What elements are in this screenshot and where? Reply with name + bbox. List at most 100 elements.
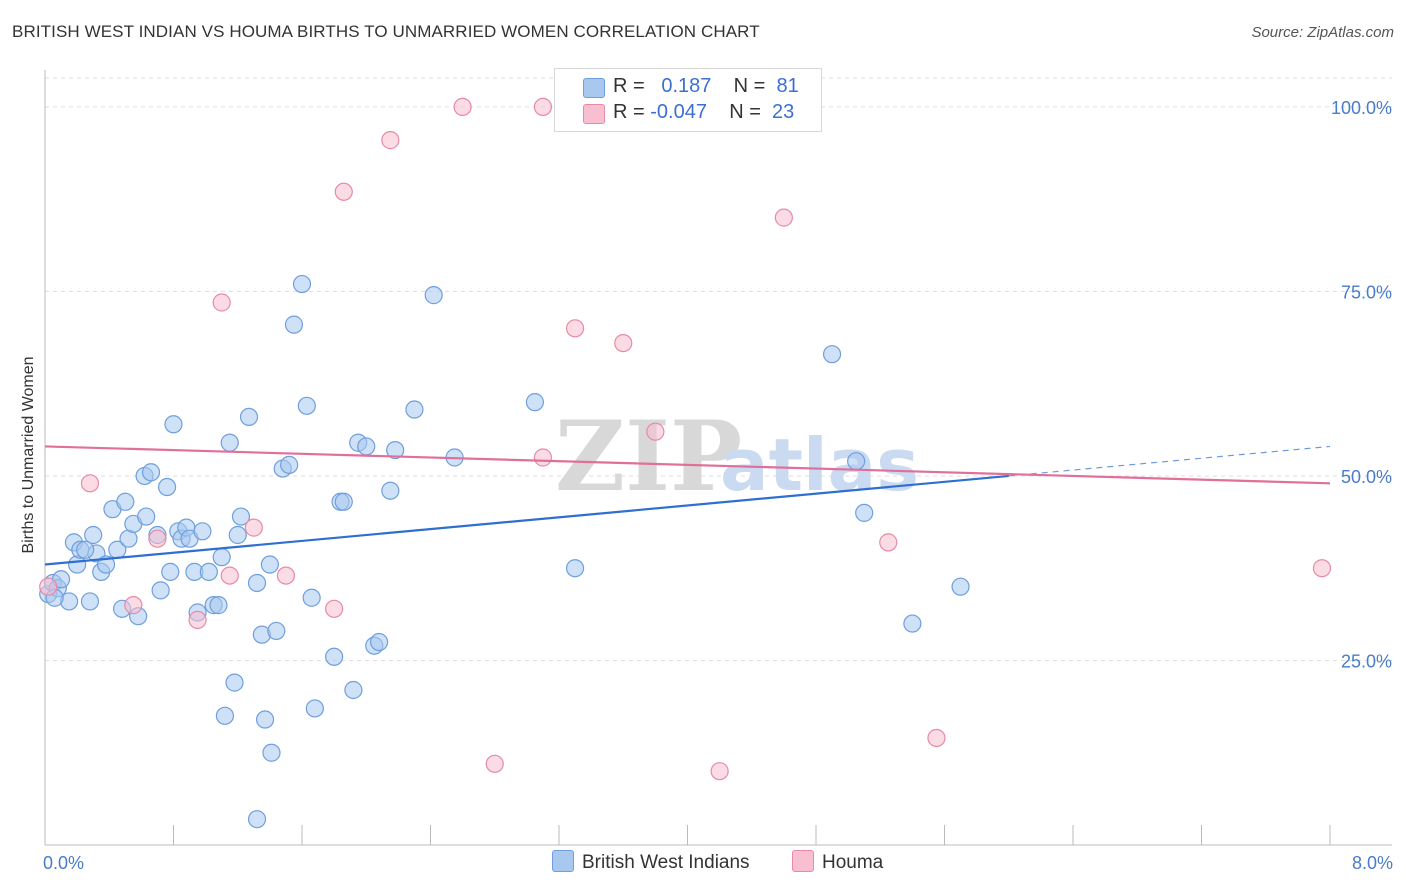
data-point [284, 315, 304, 334]
data-point [76, 540, 95, 559]
data-point [405, 400, 424, 419]
data-point [164, 415, 183, 434]
n-label: N = [729, 101, 761, 123]
y-axis-label: Births to Unmarried Women [20, 356, 37, 553]
r-value: 0.187 [661, 75, 712, 97]
data-point [220, 433, 239, 452]
n-value: 23 [772, 101, 795, 123]
data-point [334, 492, 353, 511]
data-point [774, 208, 793, 227]
data-point [370, 632, 389, 652]
data-point [276, 566, 296, 585]
data-point [199, 562, 218, 582]
data-point [325, 599, 344, 618]
y-tick-label: 75.0% [1341, 282, 1392, 302]
data-point [84, 525, 103, 545]
data-point [228, 525, 247, 545]
grid-lines [45, 77, 1392, 661]
data-point [533, 97, 553, 117]
data-point [244, 518, 263, 537]
stats-legend: R = 0.187 N = 81 R = -0.047 N = 23 [554, 68, 822, 132]
chart-title: BRITISH WEST INDIAN VS HOUMA BIRTHS TO U… [12, 22, 760, 41]
data-point [231, 507, 251, 526]
y-tick-label: 50.0% [1341, 467, 1392, 487]
data-point [137, 507, 156, 526]
data-point [381, 131, 400, 150]
data-point [80, 474, 100, 493]
data-point [215, 706, 234, 725]
n-label: N = [733, 75, 766, 97]
y-tick-label: 100.0% [1331, 98, 1392, 118]
axes [44, 70, 1392, 846]
data-point [453, 97, 472, 117]
data-point [1312, 559, 1332, 578]
data-point [822, 345, 842, 364]
data-point [927, 728, 946, 748]
swatch-british-west-indians [583, 78, 605, 98]
legend-label-houma: Houma [822, 852, 884, 873]
data-point [485, 754, 504, 773]
data-point [565, 319, 585, 338]
data-point [80, 592, 100, 611]
r-value: -0.047 [650, 101, 707, 123]
data-point [357, 437, 376, 456]
data-point [903, 614, 922, 633]
data-point [879, 533, 898, 552]
legend-swatch-houma [792, 850, 814, 872]
data-point [386, 441, 405, 460]
data-point [267, 621, 286, 641]
trend-lines [44, 445, 1331, 566]
data-point [260, 555, 279, 574]
data-point [212, 293, 231, 312]
data-point [614, 333, 633, 353]
data-point [255, 710, 275, 729]
x-tick-label: 0.0% [43, 853, 84, 873]
data-point [188, 610, 207, 629]
watermark-zip: ZIP [555, 400, 742, 513]
trend-line [44, 445, 1331, 485]
r-label: R = [613, 101, 645, 123]
data-point [116, 492, 135, 511]
data-point [39, 577, 58, 596]
data-point [325, 647, 344, 666]
legend-swatch-british-west-indians [552, 850, 574, 872]
data-point [424, 286, 443, 305]
data-point [193, 522, 212, 541]
data-point [292, 274, 312, 294]
legend-item-british-west-indians[interactable]: British West Indians [552, 850, 750, 874]
data-point [565, 559, 585, 578]
data-point [951, 577, 970, 596]
data-point [141, 463, 161, 482]
data-point [209, 596, 228, 615]
tick-labels: 25.0% 50.0% 75.0% 100.0% 0.0% 8.0% [43, 98, 1393, 873]
data-point [280, 455, 299, 474]
y-tick-label: 25.0% [1341, 651, 1392, 671]
data-point [710, 762, 729, 781]
watermark: ZIP atlas [555, 400, 919, 513]
x-tick-label: 8.0% [1352, 853, 1393, 873]
data-point [302, 588, 321, 607]
data-point [525, 393, 545, 412]
data-point [225, 673, 244, 692]
data-point [533, 448, 553, 467]
trend-line [44, 474, 1009, 566]
data-point [344, 680, 363, 700]
data-point [297, 396, 316, 415]
data-point [855, 503, 874, 522]
legend-item-houma[interactable]: Houma [792, 850, 883, 874]
data-point [220, 566, 239, 585]
chart-source: Source: ZipAtlas.com [1251, 24, 1394, 41]
data-point [262, 743, 281, 762]
data-point [212, 548, 231, 567]
data-point [247, 810, 267, 829]
data-point [151, 581, 170, 600]
data-point [148, 529, 167, 548]
series-british-west-indians [39, 274, 970, 829]
n-value: 81 [776, 75, 799, 97]
data-point [847, 452, 866, 471]
series-houma [39, 97, 1332, 781]
data-point [334, 182, 353, 201]
r-label: R = [613, 75, 645, 97]
data-point [381, 481, 400, 500]
